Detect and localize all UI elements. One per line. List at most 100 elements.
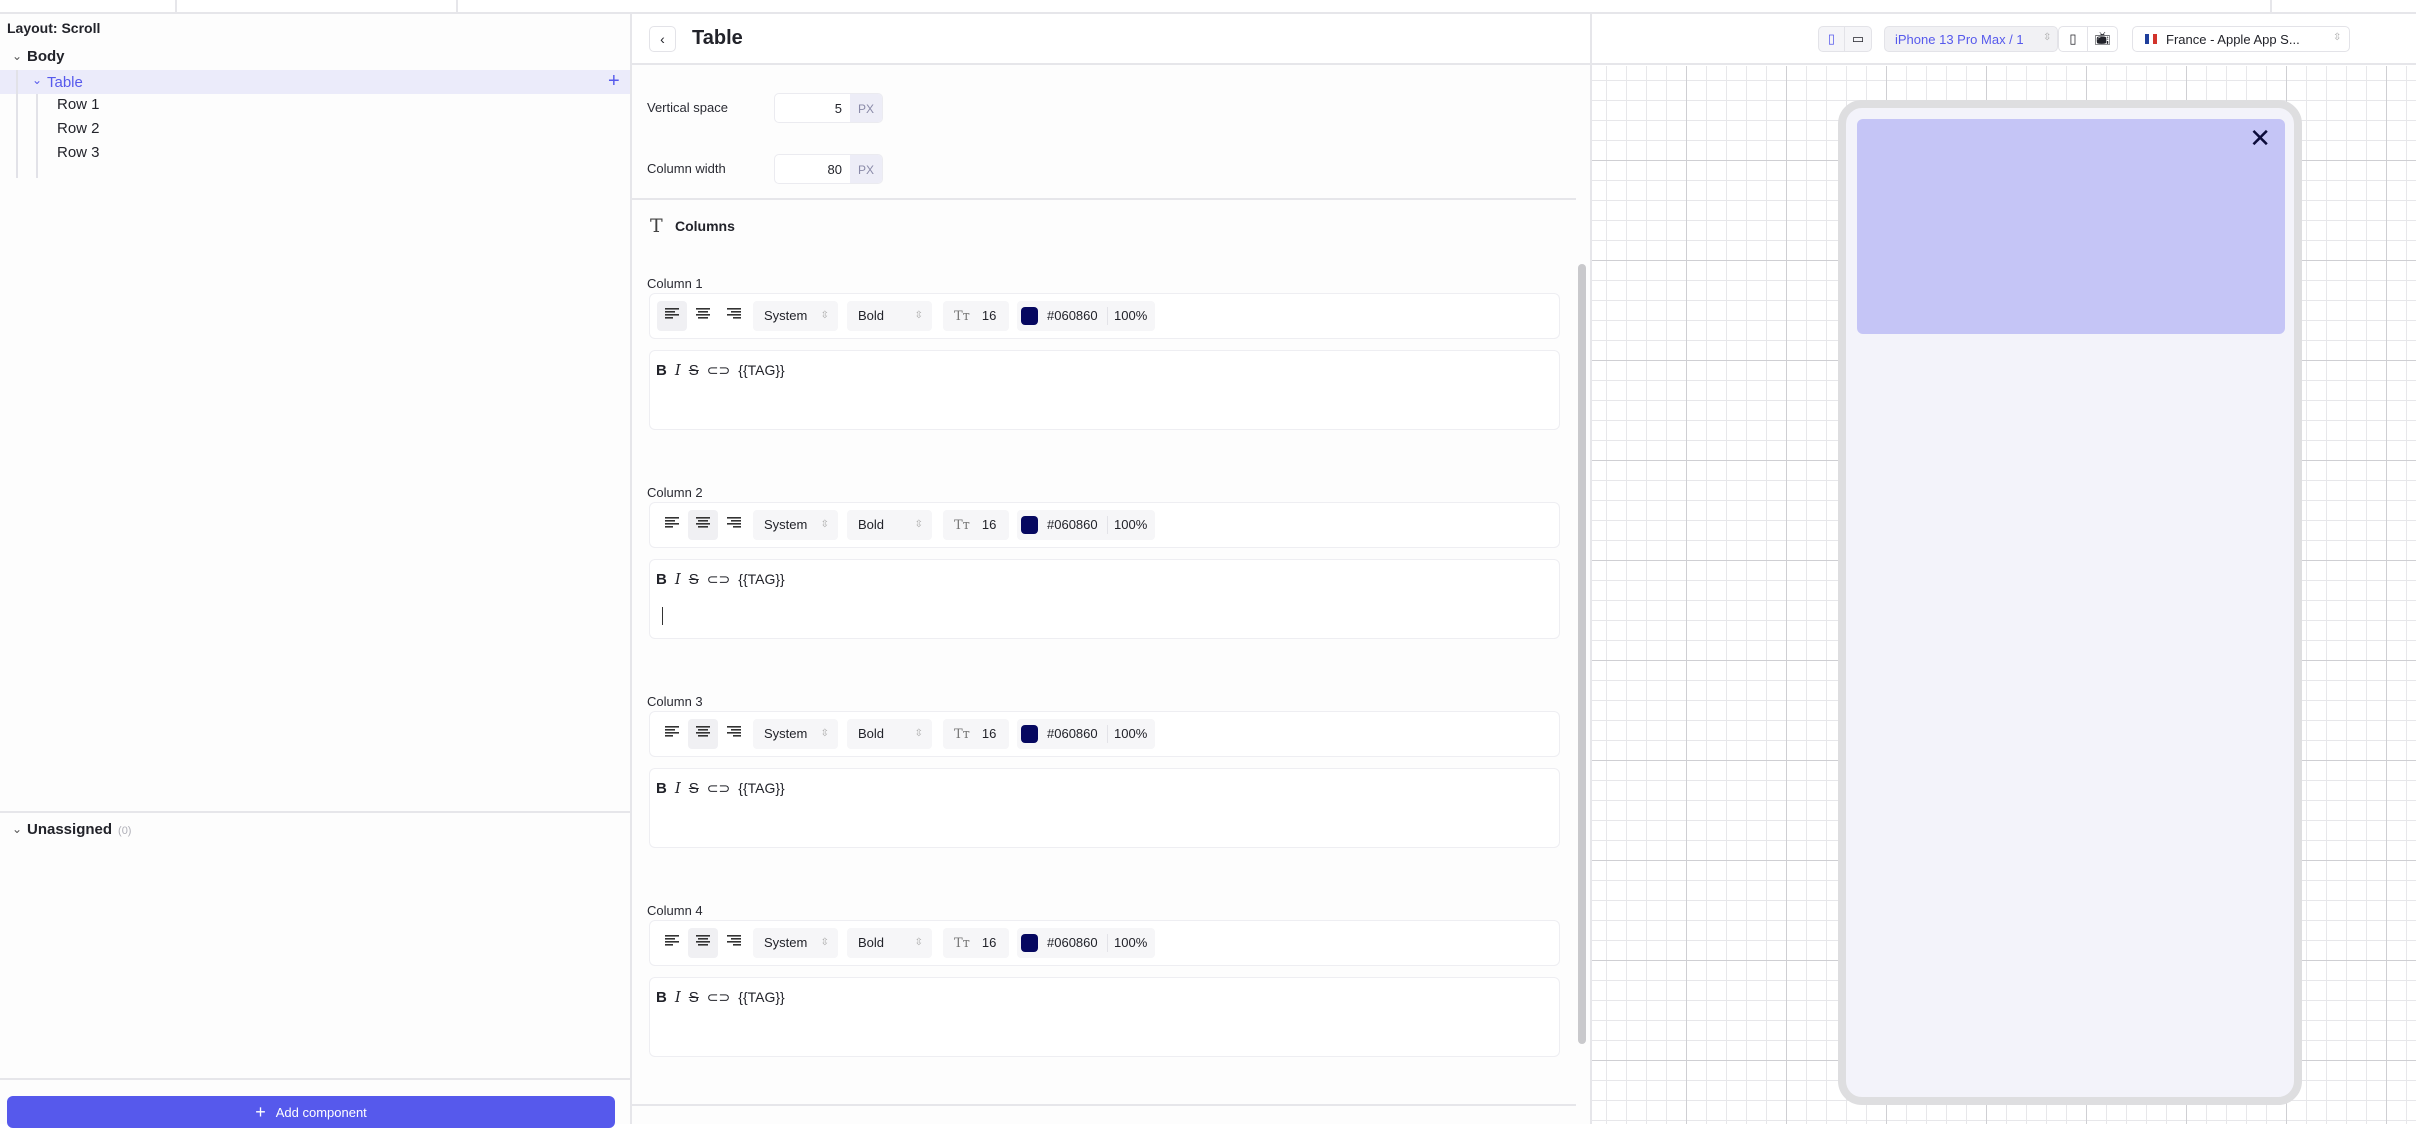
italic-icon[interactable]: I <box>674 570 681 588</box>
bold-icon[interactable]: B <box>656 779 667 797</box>
preview-banner[interactable]: ✕ <box>1857 119 2285 334</box>
properties-panel: ‹ Table Vertical space 5 PX Column width… <box>632 14 1592 1124</box>
font-weight-select[interactable]: Bold ⇳ <box>847 719 932 749</box>
font-family-select[interactable]: System ⇳ <box>753 928 838 958</box>
align-center-icon <box>696 307 710 325</box>
chevron-down-icon[interactable]: ⌄ <box>12 49 23 63</box>
align-right-button[interactable] <box>719 301 749 331</box>
color-swatch[interactable] <box>1021 516 1038 534</box>
font-size-input[interactable]: Tт 16 <box>943 928 1009 958</box>
font-size-input[interactable]: Tт 16 <box>943 510 1009 540</box>
align-center-button[interactable] <box>688 928 718 958</box>
italic-icon[interactable]: I <box>674 779 681 797</box>
insert-tag-button[interactable]: {{TAG}} <box>738 571 785 587</box>
strikethrough-icon[interactable]: S <box>688 361 699 379</box>
chevron-down-icon[interactable]: ⌄ <box>32 73 43 87</box>
color-input[interactable]: #060860 100% <box>1017 301 1155 331</box>
landscape-icon[interactable]: ▭ <box>1851 31 1865 46</box>
tree-item-row-2[interactable]: Row 2 <box>57 120 100 137</box>
align-right-button[interactable] <box>719 719 749 749</box>
device-select[interactable]: iPhone 13 Pro Max / 1 ⇳ <box>1884 26 2058 52</box>
align-right-icon <box>727 934 741 952</box>
bold-icon[interactable]: B <box>656 570 667 588</box>
unassigned-section[interactable]: ⌄ Unassigned (0) <box>0 819 630 841</box>
column-text-editor[interactable]: B I S ⊂⊃ {{TAG}} <box>649 559 1560 639</box>
font-weight-select[interactable]: Bold ⇳ <box>847 301 932 331</box>
font-size-value: 16 <box>981 308 997 323</box>
font-weight-value: Bold <box>858 308 885 323</box>
france-flag-icon <box>2145 34 2157 44</box>
tree-item-body[interactable]: ⌄ Body <box>0 46 630 68</box>
vertical-space-input[interactable]: 5 PX <box>774 93 883 123</box>
column-width-input[interactable]: 80 PX <box>774 154 883 184</box>
align-right-button[interactable] <box>719 510 749 540</box>
insert-tag-button[interactable]: {{TAG}} <box>738 989 785 1005</box>
italic-icon[interactable]: I <box>674 988 681 1006</box>
locale-select[interactable]: France - Apple App S... ⇳ <box>2132 26 2350 52</box>
align-right-button[interactable] <box>719 928 749 958</box>
column-style-toolbar: System ⇳ Bold ⇳ Tт 16 #060860 100% <box>649 502 1560 548</box>
align-center-button[interactable] <box>688 301 718 331</box>
preview-toolbar: ▯ ▭ iPhone 13 Pro Max / 1 ⇳ ▯ 📺︎ France … <box>1592 14 2416 65</box>
font-family-select[interactable]: System ⇳ <box>753 510 838 540</box>
updown-icon: ⇳ <box>2333 32 2342 43</box>
align-left-button[interactable] <box>657 301 687 331</box>
device-type-toggle[interactable]: ▯ 📺︎ <box>2058 26 2118 52</box>
font-family-value: System <box>764 726 808 741</box>
strikethrough-icon[interactable]: S <box>688 779 699 797</box>
phone-icon[interactable]: ▯ <box>2059 27 2089 51</box>
font-weight-select[interactable]: Bold ⇳ <box>847 928 932 958</box>
font-weight-select[interactable]: Bold ⇳ <box>847 510 932 540</box>
color-input[interactable]: #060860 100% <box>1017 719 1155 749</box>
insert-tag-button[interactable]: {{TAG}} <box>738 362 785 378</box>
link-icon[interactable]: ⊂⊃ <box>706 779 731 796</box>
align-center-button[interactable] <box>688 510 718 540</box>
align-left-button[interactable] <box>657 719 687 749</box>
close-icon[interactable]: ✕ <box>2249 123 2271 153</box>
add-child-icon[interactable]: + <box>608 70 620 92</box>
color-input[interactable]: #060860 100% <box>1017 510 1155 540</box>
color-input[interactable]: #060860 100% <box>1017 928 1155 958</box>
align-center-button[interactable] <box>688 719 718 749</box>
strikethrough-icon[interactable]: S <box>688 988 699 1006</box>
color-hex: #060860 <box>1047 308 1098 323</box>
divider <box>632 1104 1576 1106</box>
unit: PX <box>850 155 882 183</box>
back-button[interactable]: ‹ <box>649 26 676 52</box>
insert-tag-button[interactable]: {{TAG}} <box>738 780 785 796</box>
add-component-label: Add component <box>275 1104 367 1120</box>
font-size-input[interactable]: Tт 16 <box>943 301 1009 331</box>
link-icon[interactable]: ⊂⊃ <box>706 570 731 587</box>
opacity-value: 100% <box>1114 517 1148 532</box>
unassigned-count: (0) <box>118 825 132 837</box>
portrait-icon[interactable]: ▯ <box>1819 27 1846 51</box>
tv-icon[interactable]: 📺︎ <box>2094 31 2111 46</box>
scrollbar-thumb[interactable] <box>1578 264 1586 1044</box>
color-swatch[interactable] <box>1021 725 1038 743</box>
preview-panel: ▯ ▭ iPhone 13 Pro Max / 1 ⇳ ▯ 📺︎ France … <box>1592 14 2416 1124</box>
bold-icon[interactable]: B <box>656 361 667 379</box>
color-swatch[interactable] <box>1021 307 1038 325</box>
link-icon[interactable]: ⊂⊃ <box>706 361 731 378</box>
chevron-down-icon[interactable]: ⌄ <box>12 822 23 836</box>
link-icon[interactable]: ⊂⊃ <box>706 988 731 1005</box>
align-left-button[interactable] <box>657 928 687 958</box>
orientation-toggle[interactable]: ▯ ▭ <box>1818 26 1872 52</box>
font-size-input[interactable]: Tт 16 <box>943 719 1009 749</box>
column-text-editor[interactable]: B I S ⊂⊃ {{TAG}} <box>649 768 1560 848</box>
align-left-button[interactable] <box>657 510 687 540</box>
bold-icon[interactable]: B <box>656 988 667 1006</box>
strikethrough-icon[interactable]: S <box>688 570 699 588</box>
font-family-select[interactable]: System ⇳ <box>753 301 838 331</box>
tree-item-row-1[interactable]: Row 1 <box>57 96 100 113</box>
column-text-editor[interactable]: B I S ⊂⊃ {{TAG}} <box>649 350 1560 430</box>
font-family-select[interactable]: System ⇳ <box>753 719 838 749</box>
column-text-editor[interactable]: B I S ⊂⊃ {{TAG}} <box>649 977 1560 1057</box>
add-component-button[interactable]: + Add component <box>7 1096 615 1128</box>
italic-icon[interactable]: I <box>674 361 681 379</box>
tree-item-table[interactable]: ⌄ Table + <box>0 70 630 94</box>
tree-item-row-3[interactable]: Row 3 <box>57 144 100 161</box>
opacity-value: 100% <box>1114 308 1148 323</box>
color-swatch[interactable] <box>1021 934 1038 952</box>
unassigned-heading: Unassigned (0) <box>27 821 131 838</box>
